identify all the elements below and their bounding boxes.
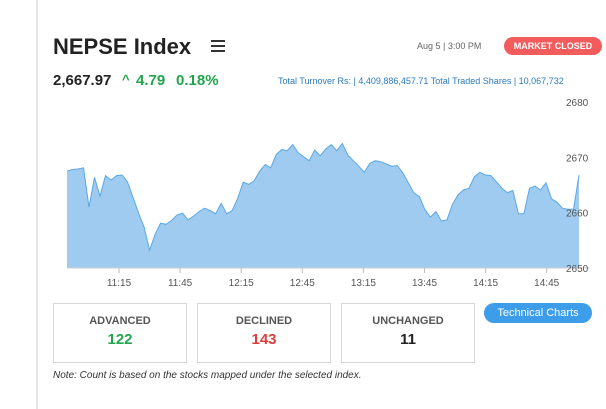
change-points: 4.79 (136, 72, 166, 89)
menu-icon[interactable] (211, 40, 225, 52)
x-tick-label: 12:15 (229, 278, 254, 289)
technical-charts-button[interactable]: Technical Charts (484, 303, 592, 323)
x-tick-label: 13:15 (351, 278, 376, 289)
x-tick-label: 11:45 (168, 278, 193, 289)
footnote: Note: Count is based on the stocks mappe… (53, 370, 362, 381)
status-badge: MARKET CLOSED (504, 37, 602, 55)
declined-count: 143 (251, 331, 277, 348)
advanced-count: 122 (107, 331, 133, 348)
series-area (67, 143, 579, 268)
unchanged-label: UNCHANGED (372, 315, 444, 327)
declined-card: DECLINED 143 (197, 303, 331, 363)
x-tick-label: 12:45 (290, 278, 315, 289)
y-tick-label: 2660 (566, 209, 589, 220)
declined-label: DECLINED (235, 315, 293, 327)
x-tick-label: 11:15 (107, 278, 132, 289)
left-border (36, 0, 38, 409)
x-tick-label: 14:15 (473, 278, 498, 289)
advanced-card: ADVANCED 122 (53, 303, 187, 363)
index-chart: 2680 2670 2660 2650 11:15 11:45 12:15 12:45 13:1… (66, 98, 590, 289)
x-tick-label: 13:45 (412, 278, 437, 289)
index-value: 2,667.97 (53, 72, 112, 89)
y-tick-label: 2680 (566, 98, 589, 109)
y-tick-label: 2670 (566, 153, 589, 164)
page-title: NEPSE Index (53, 34, 192, 59)
x-tick-label: 14:45 (534, 278, 559, 289)
unchanged-card: UNCHANGED 11 (341, 303, 475, 363)
unchanged-count: 11 (400, 331, 416, 348)
up-arrow-icon: ^ (122, 72, 130, 87)
advanced-label: ADVANCED (89, 315, 151, 327)
change-percent: 0.18% (176, 72, 219, 89)
y-tick-label: 2650 (566, 264, 589, 275)
turnover-info: Total Turnover Rs: | 4,409,886,457.71 To… (278, 76, 564, 86)
market-datetime: Aug 5 | 3:00 PM (417, 41, 482, 51)
series-line (66, 142, 580, 253)
